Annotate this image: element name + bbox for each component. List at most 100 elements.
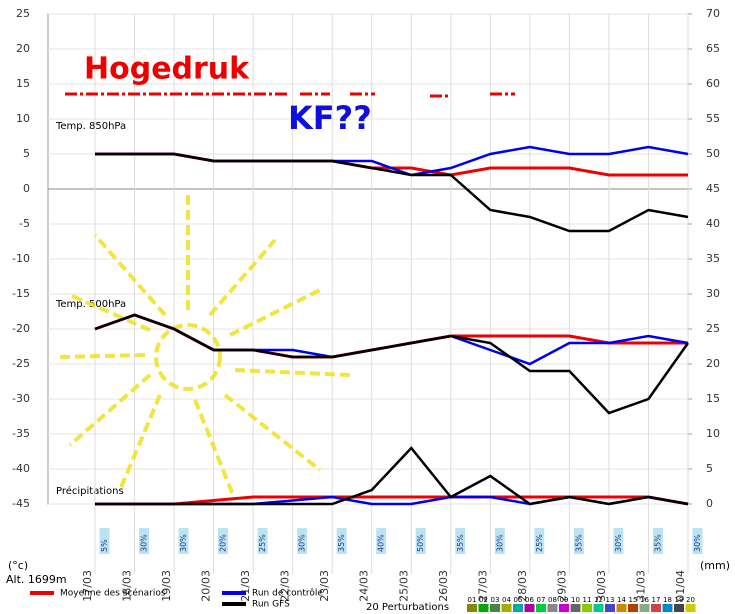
precip-probability: 30% [693,534,702,552]
annotation: Hogedruk [84,52,250,87]
y-tick-label: -5 [19,217,30,230]
prob-box [494,528,505,554]
y-tick-label: 15 [16,77,30,90]
perturbation-id: 09 [560,596,569,604]
y-tick-label: 5 [23,147,30,160]
perturbation-id: 07 [537,596,546,604]
perturbation-swatch [501,604,512,612]
perturbation-swatch [478,604,489,612]
x-tick-label: 01/04 [674,570,687,602]
y2-tick-label: 70 [706,7,720,20]
perturbation-id: 17 [652,596,661,604]
perturbation-id: 04 [502,596,511,604]
perturbation-id: 14 [617,596,626,604]
y2-label: (mm) [700,559,730,572]
perturbation-swatch [639,604,650,612]
y-tick-label: -25 [12,357,30,370]
y2-tick-label: 30 [706,287,720,300]
precip-probability: 30% [140,534,149,552]
perturbation-id: 02 [479,596,488,604]
perturbation-swatch [662,604,673,612]
y2-tick-label: 55 [706,112,720,125]
y-tick-label: 0 [23,182,30,195]
perturbation-swatch [628,604,638,612]
precip-probability: 30% [495,534,504,552]
perturbation-swatch [547,604,558,612]
x-tick-label: 30/03 [595,570,608,602]
prob-box [218,528,229,554]
prob-box [139,528,149,554]
prob-box [652,528,663,554]
perturbation-swatch [593,604,604,612]
x-tick-label: 17/03 [81,570,94,602]
perturbation-id: 19 [675,596,684,604]
precip-probability: 25% [535,534,544,552]
series-line [95,495,689,506]
x-tick-label: 25/03 [397,570,410,602]
y2-tick-label: 35 [706,252,720,265]
x-tick-label: 29/03 [555,570,568,602]
y-tick-label: 25 [16,7,30,20]
y2-tick-label: 5 [706,462,713,475]
y-label: (°c) [8,559,28,572]
perturbation-id: 08 [548,596,557,604]
y-tick-label: 20 [16,42,30,55]
x-tick-label: 23/03 [318,570,331,602]
x-tick-label: 19/03 [160,570,173,602]
annotation: KF?? [288,99,372,137]
x-tick-label: 21/03 [239,570,252,602]
perturbation-id: 15 [629,596,638,604]
y-tick-label: -45 [12,497,30,510]
precip-probability: 35% [337,534,346,552]
perturbation-swatch [513,604,523,612]
x-tick-label: 27/03 [476,570,489,602]
perturbation-swatch [685,604,696,612]
y-tick-label: -40 [12,462,30,475]
perturbation-id: 18 [663,596,672,604]
prob-box [178,528,189,554]
perturbation-id: 05 [514,596,523,604]
x-tick-label: 31/03 [634,570,647,602]
perturbations-label: 20 Perturbations [366,602,449,613]
prob-box [534,528,545,554]
legend-label: Run GFS [252,600,290,610]
perturbation-id: 01 [468,596,477,604]
perturbation-swatch [616,604,627,612]
sun-drawing [59,195,351,501]
panel-label: Temp. 850hPa [55,121,126,132]
perturbation-id: 12 [594,596,603,604]
precip-probability: 5% [100,539,109,552]
altitude: Alt. 1699m [6,573,67,586]
prob-box [613,528,624,554]
y-tick-label: -30 [12,392,30,405]
perturbation-swatch [605,604,615,612]
prob-box [415,528,426,554]
y-tick-label: -20 [12,322,30,335]
dash-line [65,92,515,98]
precip-probability: 35% [653,534,662,552]
series-line [94,313,690,415]
precip-probability: 25% [258,534,267,552]
precip-probability: 30% [179,534,188,552]
perturbation-swatch [467,604,477,612]
prob-box [99,528,110,554]
y-tick-label: 10 [16,112,30,125]
precip-probability: 35% [574,534,583,552]
perturbation-swatch [651,604,661,612]
perturbation-swatch [536,604,546,612]
y-tick-label: -35 [12,427,30,440]
prob-box [692,528,703,554]
perturbation-id: 13 [606,596,615,604]
perturbation-swatch [570,604,581,612]
y2-tick-label: 15 [706,392,720,405]
perturbation-id: 16 [640,596,649,604]
precip-probability: 30% [298,534,307,552]
x-tick-label: 28/03 [516,570,529,602]
precip-probability: 35% [456,534,465,552]
x-tick-label: 24/03 [358,570,371,602]
y2-tick-label: 65 [706,42,720,55]
x-tick-label: 20/03 [200,570,213,602]
y2-tick-label: 45 [706,182,720,195]
